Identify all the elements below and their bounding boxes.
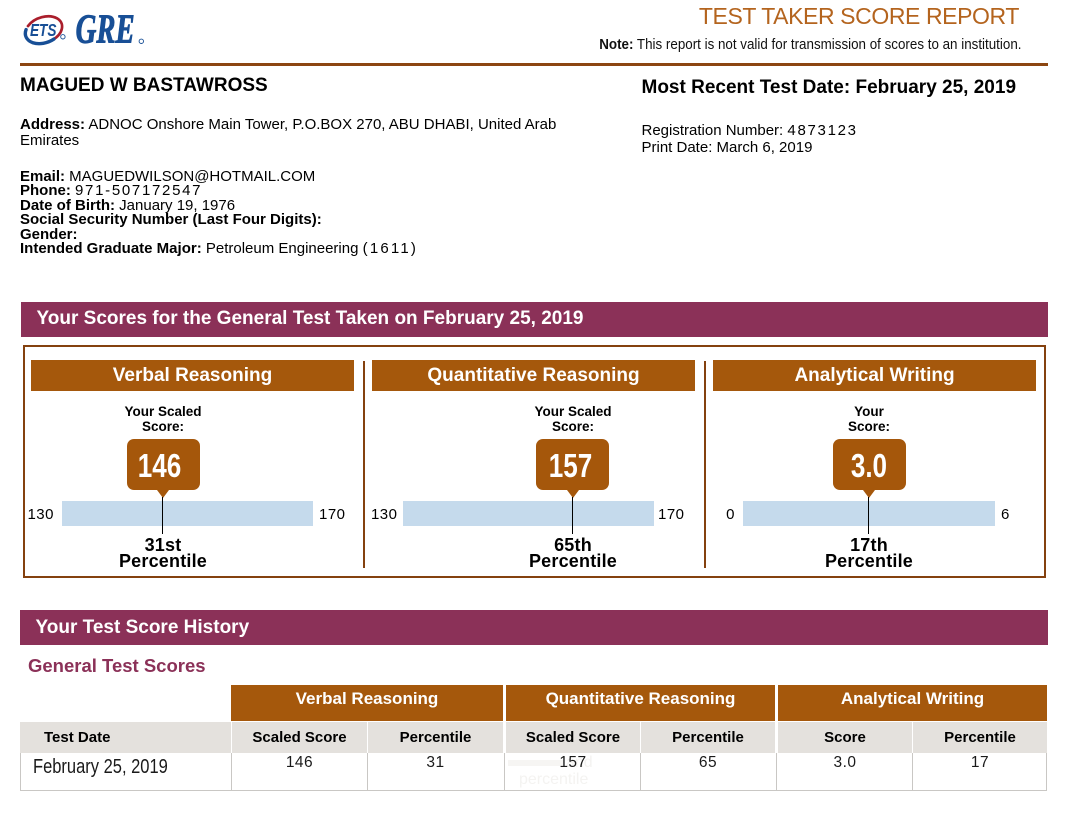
svg-text:GRE: GRE: [76, 6, 135, 52]
svg-text:ETS: ETS: [30, 21, 57, 40]
